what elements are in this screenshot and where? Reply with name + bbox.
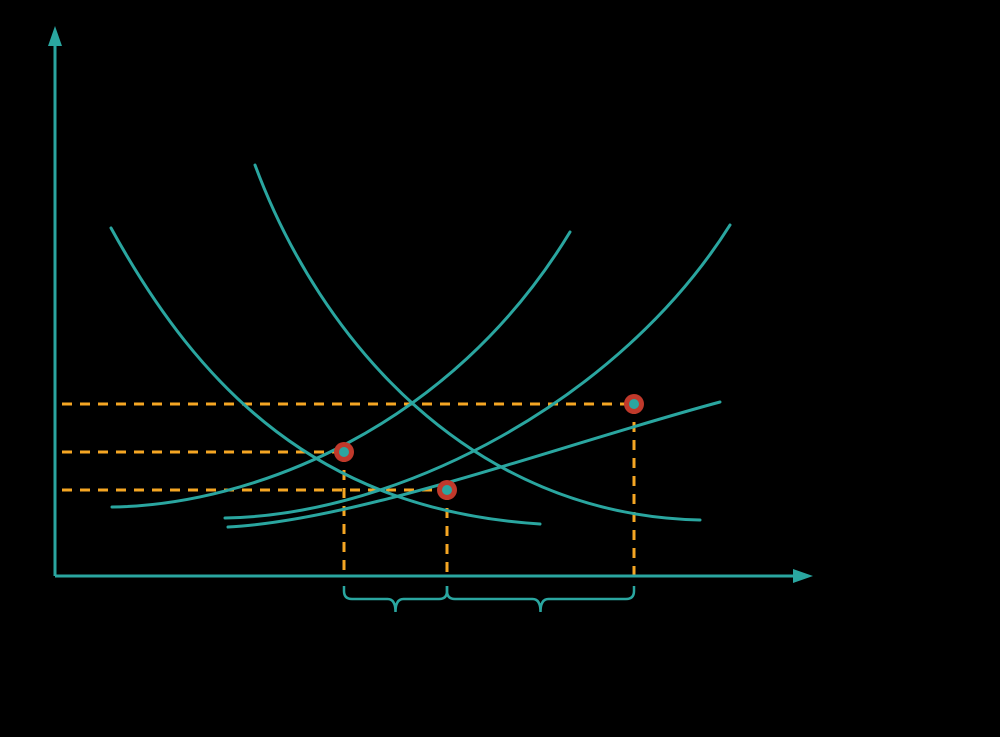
point-1-inner: [339, 447, 349, 457]
point-2: [437, 480, 457, 500]
point-3: [624, 394, 644, 414]
point-3-inner: [629, 399, 639, 409]
chart-background: [0, 0, 1000, 737]
point-1: [334, 442, 354, 462]
supply-demand-chart: [0, 0, 1000, 737]
point-2-inner: [442, 485, 452, 495]
